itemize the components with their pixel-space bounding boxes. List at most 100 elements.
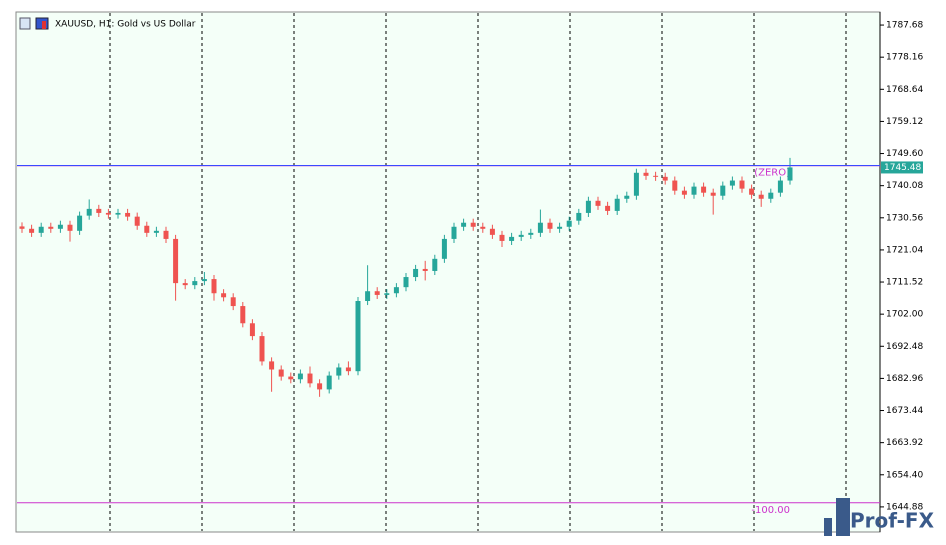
candle-body <box>297 373 303 380</box>
bid-label: 1745.48 <box>884 163 921 173</box>
candle-body <box>509 236 515 241</box>
icon-bar <box>42 21 46 29</box>
candle-body <box>681 190 687 195</box>
candle-body <box>48 226 54 229</box>
candle-body <box>614 198 620 211</box>
candle-body <box>691 186 697 195</box>
candle-body <box>201 279 207 282</box>
y-tick-label: 1749.60 <box>886 149 923 159</box>
candle-body <box>643 172 649 176</box>
candle-body <box>403 277 409 288</box>
candle-body <box>336 367 342 376</box>
candle-body <box>365 291 371 302</box>
candle-body <box>768 192 774 199</box>
level-label: (ZERO) <box>754 168 790 179</box>
candle-body <box>192 281 198 286</box>
candle-body <box>662 176 668 181</box>
chart-title: XAUUSD, H1: Gold vs US Dollar <box>55 20 196 30</box>
candle-body <box>249 323 255 337</box>
candle-body <box>173 238 179 284</box>
y-tick-label: 1682.96 <box>886 374 923 384</box>
marks: 1787.68 1778.16 1768.64 1759.12 1749.60 1740.… <box>17 21 923 516</box>
y-tick-label: 1702.00 <box>886 310 923 320</box>
candle-body <box>710 192 716 196</box>
candle-body <box>77 215 83 231</box>
candle-body <box>461 222 467 227</box>
candle-body <box>345 367 351 372</box>
candle-body <box>537 222 543 233</box>
candle-body <box>489 228 495 235</box>
candle-body <box>288 376 294 380</box>
candle-body <box>144 225 150 233</box>
candle-body <box>317 383 323 390</box>
candle-body <box>259 336 265 362</box>
candle-body <box>125 212 131 217</box>
candle-body <box>163 230 169 239</box>
candle-body <box>633 172 639 196</box>
y-tick-label: 1654.40 <box>886 470 923 480</box>
y-tick-label: 1644.88 <box>886 502 923 512</box>
candle-body <box>67 224 73 231</box>
candle-body <box>384 293 390 295</box>
candle-body <box>585 200 591 213</box>
candle-body <box>528 232 534 235</box>
candle-body <box>422 268 428 271</box>
candle-body <box>393 287 399 294</box>
y-tick-label: 1721.04 <box>886 245 923 255</box>
candle-body <box>787 167 793 181</box>
candle-body <box>307 373 313 384</box>
candle-body <box>134 216 140 226</box>
candle-body <box>96 208 102 213</box>
candle-body <box>182 283 188 286</box>
y-tick-label: 1787.68 <box>886 21 923 31</box>
candle-body <box>19 226 25 229</box>
candle-body <box>749 188 755 195</box>
watermark-text: Prof-FX <box>850 509 935 533</box>
y-tick-label: 1730.56 <box>886 213 923 223</box>
candle-body <box>269 361 275 370</box>
y-tick-label: 1778.16 <box>886 53 923 63</box>
candle-body <box>739 180 745 189</box>
candle-body <box>153 230 159 233</box>
candle-body <box>29 228 35 233</box>
y-tick-label: 1759.12 <box>886 117 923 127</box>
candle-body <box>57 224 63 229</box>
candle-body <box>729 180 735 186</box>
level-label: -100.00 <box>751 505 790 516</box>
candle-body <box>413 268 419 278</box>
candle-body <box>240 306 246 324</box>
y-tick-label: 1768.64 <box>886 85 923 95</box>
logo-bar <box>836 498 850 536</box>
candle-body <box>374 291 380 295</box>
candle-body <box>653 175 659 177</box>
candle-body <box>566 220 572 227</box>
candle-body <box>605 205 611 211</box>
candle-body <box>432 258 438 271</box>
candle-body <box>105 212 111 215</box>
candle-body <box>557 226 563 229</box>
watermark: Prof-FX <box>824 498 935 536</box>
candle-body <box>624 195 630 199</box>
candle-body <box>115 212 121 215</box>
candle-body <box>480 226 486 229</box>
candle-body <box>86 208 92 216</box>
candle-body <box>441 238 447 259</box>
candle-body <box>470 222 476 227</box>
candle-body <box>451 226 457 239</box>
candle-body <box>230 297 236 307</box>
candle-body <box>211 279 217 294</box>
y-tick-label: 1692.48 <box>886 342 923 352</box>
candle-body <box>576 212 582 221</box>
y-tick-label: 1711.52 <box>886 278 923 288</box>
candle-body <box>221 293 227 298</box>
candle-body <box>777 180 783 193</box>
logo-bar <box>824 518 832 536</box>
y-tick-label: 1673.44 <box>886 406 923 416</box>
candle-body <box>672 180 678 191</box>
candle-body <box>38 226 44 233</box>
candle-body <box>758 194 764 199</box>
candle-body <box>701 186 707 193</box>
candle-body <box>720 185 726 196</box>
bid-label-box <box>881 161 923 174</box>
